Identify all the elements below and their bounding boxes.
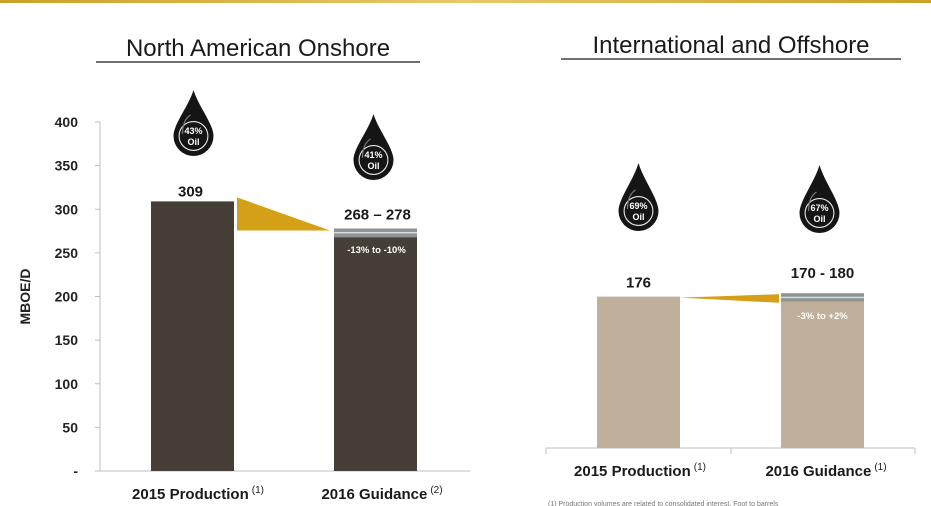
intl-category-2016-footnote-ref: (1) bbox=[874, 462, 886, 473]
onshore-y-tick-label: 400 bbox=[55, 114, 79, 130]
onshore-category-2016: 2016 Guidance (2) bbox=[321, 485, 442, 503]
onshore-bar-2015-value: 309 bbox=[178, 183, 203, 200]
oil-percent-label: 43% bbox=[184, 126, 202, 136]
onshore-y-tick-label: 50 bbox=[62, 419, 78, 435]
intl-2016-oil-drop-icon: 67%Oil bbox=[799, 165, 840, 234]
oil-drop-ring bbox=[358, 145, 389, 175]
onshore-y-tick-label: 200 bbox=[55, 289, 79, 305]
oil-percent-label: 41% bbox=[364, 150, 382, 160]
intl-bar-2016-low bbox=[781, 301, 864, 448]
intl-category-2015: 2015 Production (1) bbox=[574, 462, 706, 480]
intl-2015-oil-drop-icon: 69%Oil bbox=[618, 163, 659, 231]
intl-change-label: -3% to +2% bbox=[797, 311, 848, 322]
intl-bar-2015-value: 176 bbox=[626, 275, 651, 292]
onshore-y-tick-label: 350 bbox=[55, 158, 79, 174]
oil-percent-label: 67% bbox=[810, 203, 828, 213]
onshore-category-2016-text: 2016 Guidance bbox=[321, 486, 427, 503]
onshore-category-2015: 2015 Production (1) bbox=[132, 485, 264, 503]
intl-chart-title: International and Offshore bbox=[592, 32, 869, 59]
onshore-y-tick-label: 250 bbox=[55, 245, 79, 261]
onshore-y-axis-label: MBOE/D bbox=[17, 269, 33, 325]
oil-drop-shape bbox=[353, 114, 394, 180]
oil-drop-shine bbox=[807, 191, 817, 212]
onshore-y-tick-label: 100 bbox=[55, 376, 79, 392]
onshore-decline-wedge bbox=[237, 197, 330, 231]
oil-word-label: Oil bbox=[632, 212, 644, 222]
intl-category-2016: 2016 Guidance (1) bbox=[765, 462, 886, 480]
intl-category-2015-footnote-ref: (1) bbox=[694, 462, 706, 473]
oil-drop-shape bbox=[173, 90, 214, 156]
oil-drop-shine bbox=[626, 189, 636, 210]
onshore-bar-2016-low bbox=[334, 237, 417, 471]
onshore-range-highlight bbox=[334, 231, 417, 234]
oil-drop-shine bbox=[361, 138, 371, 159]
intl-bar-2015 bbox=[597, 296, 680, 448]
oil-drop-shine bbox=[181, 114, 191, 135]
onshore-y-tick-label: 150 bbox=[55, 332, 79, 348]
onshore-category-2015-footnote-ref: (1) bbox=[252, 485, 264, 496]
oil-drop-ring bbox=[623, 196, 654, 226]
onshore-category-2016-footnote-ref: (2) bbox=[430, 485, 442, 496]
oil-word-label: Oil bbox=[813, 214, 825, 224]
onshore-y-tick-label: - bbox=[73, 463, 78, 479]
onshore-y-tick-label: 300 bbox=[55, 201, 79, 217]
intl-category-2016-text: 2016 Guidance bbox=[765, 463, 871, 480]
oil-word-label: Oil bbox=[187, 137, 199, 147]
onshore-change-label: -13% to -10% bbox=[347, 245, 406, 256]
oil-word-label: Oil bbox=[367, 161, 379, 171]
intl-range-highlight bbox=[781, 296, 864, 299]
onshore-chart-title: North American Onshore bbox=[126, 35, 390, 62]
onshore-bar-2015 bbox=[151, 201, 234, 471]
intl-category-2015-text: 2015 Production bbox=[574, 463, 691, 480]
onshore-category-2015-text: 2015 Production bbox=[132, 486, 249, 503]
oil-drop-ring bbox=[804, 198, 835, 228]
oil-drop-ring bbox=[178, 121, 209, 151]
intl-bar-2016-value: 170 - 180 bbox=[791, 265, 854, 282]
onshore-2016-oil-drop-icon: 41%Oil bbox=[353, 114, 394, 180]
onshore-2015-oil-drop-icon: 43%Oil bbox=[173, 90, 214, 156]
onshore-bar-2016-value: 268 – 278 bbox=[344, 206, 411, 223]
intl-change-wedge bbox=[680, 294, 779, 303]
top-accent-line bbox=[0, 0, 931, 3]
footnote-text: (1) Production volumes are related to co… bbox=[548, 501, 779, 506]
oil-percent-label: 69% bbox=[629, 201, 647, 211]
